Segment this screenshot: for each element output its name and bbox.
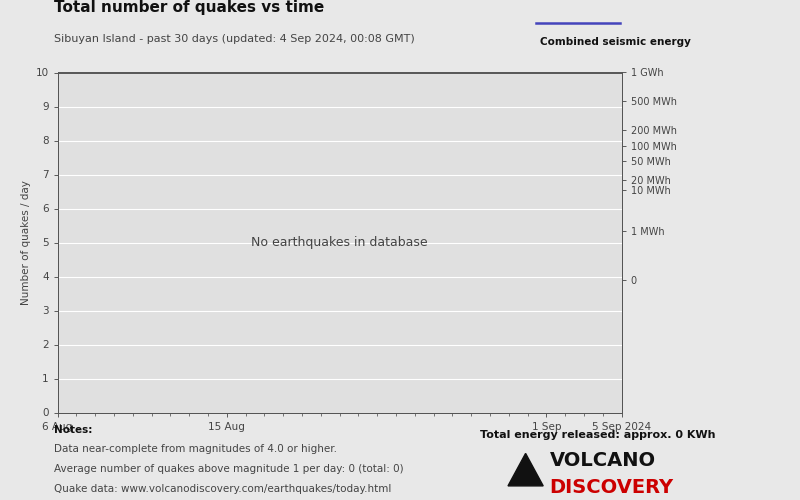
Text: VOLCANO: VOLCANO: [550, 451, 656, 470]
Text: No earthquakes in database: No earthquakes in database: [251, 236, 428, 249]
Text: Combined seismic energy: Combined seismic energy: [540, 36, 691, 46]
Text: Total number of quakes vs time: Total number of quakes vs time: [54, 0, 324, 15]
Text: Sibuyan Island - past 30 days (updated: 4 Sep 2024, 00:08 GMT): Sibuyan Island - past 30 days (updated: …: [54, 34, 414, 43]
Text: Data near-complete from magnitudes of 4.0 or higher.: Data near-complete from magnitudes of 4.…: [54, 444, 337, 454]
Text: Notes:: Notes:: [54, 425, 92, 435]
Text: Average number of quakes above magnitude 1 per day: 0 (total: 0): Average number of quakes above magnitude…: [54, 464, 403, 474]
Text: Total energy released: approx. 0 KWh: Total energy released: approx. 0 KWh: [480, 430, 715, 440]
Y-axis label: Number of quakes / day: Number of quakes / day: [22, 180, 31, 305]
Text: Quake data: www.volcanodiscovery.com/earthquakes/today.html: Quake data: www.volcanodiscovery.com/ear…: [54, 484, 391, 494]
Text: DISCOVERY: DISCOVERY: [550, 478, 674, 498]
